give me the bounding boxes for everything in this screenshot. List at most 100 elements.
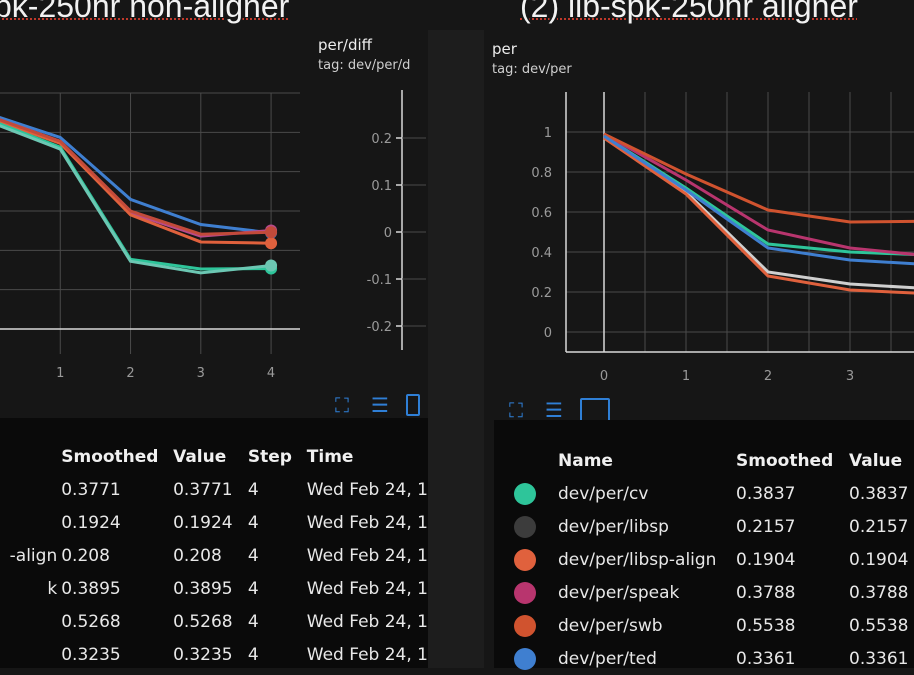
x-tick-label: 1	[682, 369, 690, 384]
table-row[interactable]: 0.3771 0.3771 4 Wed Feb 24, 1	[0, 473, 428, 506]
per-diff-tag-subtitle: tag: dev/per/d	[318, 58, 411, 73]
table-row[interactable]: k 0.3895 0.3895 4 Wed Feb 24, 1	[0, 572, 428, 605]
smoothed-cell: 0.3837	[736, 483, 796, 504]
series-color-dot	[514, 647, 536, 670]
value-cell: 0.2157	[849, 516, 909, 537]
right-data-table: Name Smoothed Value dev/per/cv 0.3837 0.38…	[514, 444, 908, 675]
table-row[interactable]: dev/per/swb 0.5538 0.5538	[514, 609, 908, 642]
y-tick-label: 0	[384, 226, 392, 241]
smoothed-cell: 0.2157	[736, 516, 796, 537]
table-row[interactable]: dev/per/speak 0.3788 0.3788	[514, 576, 908, 609]
smoothed-cell: 0.5268	[61, 611, 121, 632]
x-tick-label: 3	[197, 366, 205, 381]
step-cell: 4	[247, 545, 259, 566]
per-diff-chart: 0.2 0.1 0 -0.1 -0.2	[367, 90, 426, 350]
series-name-cell: dev/per/ted	[558, 648, 657, 669]
series-line	[603, 132, 914, 256]
left-line-chart: 1 2 3 4	[0, 92, 300, 381]
series-line	[0, 124, 272, 275]
step-cell: 4	[247, 644, 259, 665]
table-row[interactable]: dev/per/ted 0.3361 0.3361	[514, 642, 908, 675]
smoothed-cell: 0.3235	[61, 644, 121, 665]
header-step[interactable]: Step	[247, 446, 292, 467]
series-color-cell	[514, 543, 558, 576]
y-tick-label: -0.2	[367, 320, 392, 335]
smoothed-cell: 0.1924	[61, 512, 121, 533]
value-cell: 0.208	[173, 545, 222, 566]
smoothed-cell: 0.3771	[61, 479, 121, 500]
series-name-cell: dev/per/libsp-align	[558, 549, 717, 570]
value-cell: 0.5268	[173, 611, 233, 632]
per-tag-title: per	[492, 40, 517, 58]
series-end-point	[265, 259, 278, 272]
y-tick-label: 0.2	[371, 132, 392, 147]
table-row[interactable]: 0.3235 0.3235 4 Wed Feb 24, 1	[0, 638, 428, 671]
time-cell: Wed Feb 24, 1	[306, 512, 428, 533]
smoothed-cell: 0.5538	[736, 615, 796, 636]
run-name-cell: -align	[9, 545, 58, 566]
y-tick-label: 0.8	[531, 166, 552, 181]
header-smoothed[interactable]: Smoothed	[736, 450, 834, 471]
x-tick-label: 3	[846, 369, 854, 384]
series-color-cell	[514, 510, 558, 543]
series-line	[603, 132, 914, 224]
header-smoothed[interactable]: Smoothed	[61, 446, 159, 467]
series-color-dot	[514, 482, 536, 505]
header-value[interactable]: Value	[849, 450, 903, 471]
step-cell: 4	[247, 512, 259, 533]
series-color-cell	[514, 576, 558, 609]
series-color-cell	[514, 642, 558, 675]
series-line	[0, 116, 272, 235]
x-tick-label: 4	[267, 366, 275, 381]
x-tick-label: 1	[56, 366, 64, 381]
header-time[interactable]: Time	[306, 446, 354, 467]
time-cell: Wed Feb 24, 1	[306, 611, 428, 632]
time-cell: Wed Feb 24, 1	[306, 644, 428, 665]
table-row[interactable]: dev/per/libsp-align 0.1904 0.1904	[514, 543, 908, 576]
y-tick-label: 1	[544, 126, 552, 141]
table-header-row: Smoothed Value Step Time	[0, 440, 428, 473]
series-name-cell: dev/per/swb	[558, 615, 663, 636]
header-name[interactable]: Name	[558, 450, 613, 471]
run-name-cell	[0, 506, 61, 539]
per-line-chart: 1 0.8 0.6 0.4 0.2 0 0 1 2 3	[531, 92, 914, 384]
series-line	[603, 134, 914, 257]
series-name-cell: dev/per/libsp	[558, 516, 669, 537]
left-run-title: pk-250hr non-aligner	[0, 0, 290, 24]
left-chart-toolbar: ⛶ ☰	[330, 394, 420, 416]
value-cell: 0.1904	[849, 549, 909, 570]
fullscreen-icon[interactable]: ⛶	[509, 398, 523, 422]
fit-domain-icon[interactable]	[406, 394, 420, 416]
run-name-cell	[0, 605, 61, 638]
value-cell: 0.3235	[173, 644, 233, 665]
run-name-cell	[0, 473, 61, 506]
panel-divider	[428, 30, 484, 668]
series-line	[0, 120, 272, 245]
series-color-dot	[514, 515, 536, 538]
series-end-point	[265, 237, 278, 250]
per-diff-tag-title: per/diff	[318, 36, 372, 54]
table-row[interactable]: dev/per/cv 0.3837 0.3837	[514, 477, 908, 510]
right-run-title: (2) lib-spk-250hr aligner	[520, 0, 858, 24]
right-chart-toolbar: ⛶ ☰	[504, 398, 610, 422]
table-row[interactable]: -align 0.208 0.208 4 Wed Feb 24, 1	[0, 539, 428, 572]
table-header-row: Name Smoothed Value	[514, 444, 908, 477]
left-data-table: Smoothed Value Step Time 0.3771 0.3771 4 We…	[0, 440, 428, 671]
smoothed-cell: 0.3361	[736, 648, 796, 669]
table-row[interactable]: 0.1924 0.1924 4 Wed Feb 24, 1	[0, 506, 428, 539]
value-cell: 0.3361	[849, 648, 909, 669]
data-table-icon[interactable]: ☰	[545, 398, 563, 422]
y-tick-label: 0.6	[531, 206, 552, 221]
run-name-cell: k	[47, 578, 58, 599]
x-tick-label: 0	[600, 369, 608, 384]
table-row[interactable]: 0.5268 0.5268 4 Wed Feb 24, 1	[0, 605, 428, 638]
data-table-icon[interactable]: ☰	[371, 393, 389, 417]
table-row[interactable]: dev/per/libsp 0.2157 0.2157	[514, 510, 908, 543]
smoothed-cell: 0.3788	[736, 582, 796, 603]
fit-domain-icon[interactable]	[580, 398, 610, 422]
fullscreen-icon[interactable]: ⛶	[335, 393, 349, 417]
per-tag-subtitle: tag: dev/per	[492, 62, 572, 77]
time-cell: Wed Feb 24, 1	[306, 479, 428, 500]
header-value[interactable]: Value	[173, 446, 227, 467]
value-cell: 0.3771	[173, 479, 233, 500]
